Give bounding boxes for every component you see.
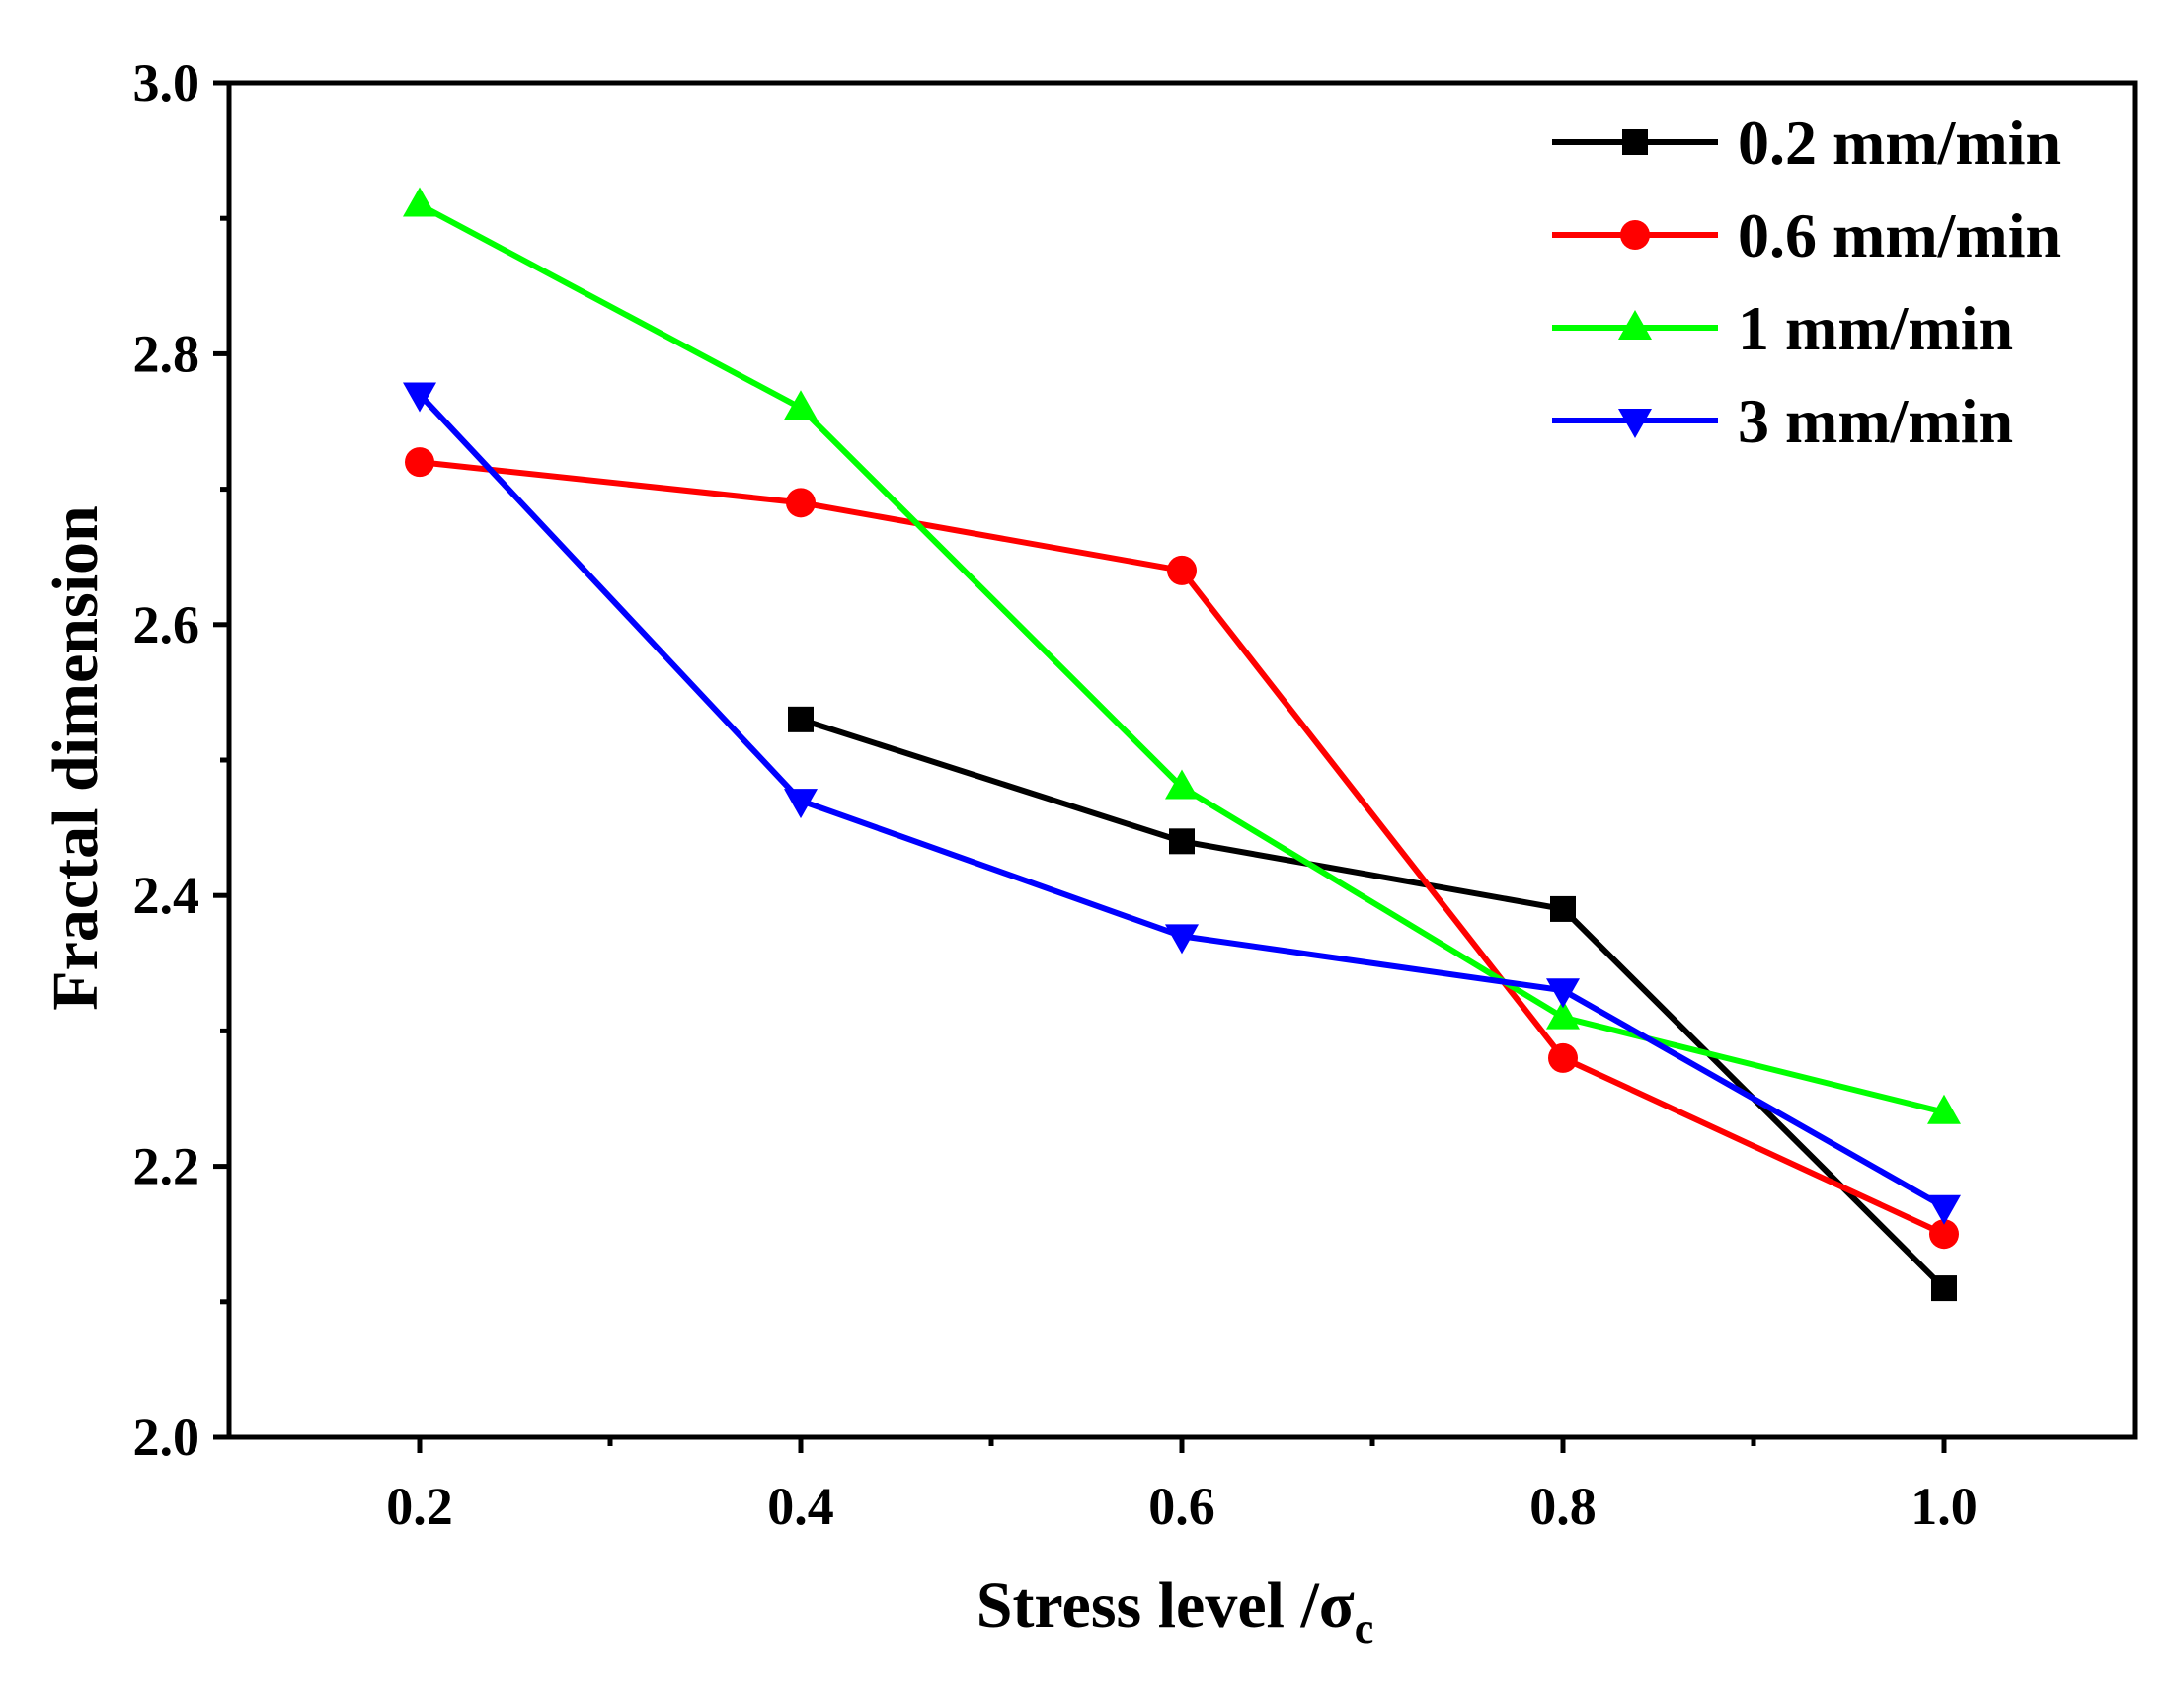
legend: 0.2 mm/min 0.6 mm/min 1 mm/min 3 mm/min [1552, 108, 2061, 456]
data-point-1-mm-min [1165, 769, 1199, 800]
x-tick-label: 1.0 [1911, 1477, 1978, 1536]
x-tick-label: 0.2 [386, 1477, 453, 1536]
series-line-3-mm-min [417, 392, 1946, 1210]
x-axis-title: Stress level /σc [976, 1569, 1373, 1652]
data-point-0-2-mm-min [1169, 828, 1195, 855]
y-tick-label: 3.0 [133, 53, 200, 113]
x-axis-title-subscript: c [1355, 1604, 1374, 1652]
data-point-0-2-mm-min [1931, 1275, 1957, 1302]
x-axis-title-main: Stress level /σ [976, 1569, 1355, 1642]
y-axis-title: Fractal dimension [39, 505, 112, 1010]
data-point-0-6-mm-min [1548, 1042, 1578, 1073]
data-point-0-6-mm-min [1167, 555, 1197, 585]
legend-label: 0.6 mm/min [1738, 200, 2061, 270]
plot-layer: 0.2 0.4 0.6 0.8 1.0 2.0 2.2 2.4 2.6 2.8 3.0 [133, 53, 2138, 1536]
legend-item-3-mm-min: 3 mm/min [1552, 386, 2013, 456]
legend-marker [1622, 129, 1648, 155]
data-point-1-mm-min [1927, 1094, 1961, 1124]
legend-label: 1 mm/min [1738, 293, 2013, 363]
data-point-1-mm-min [784, 390, 818, 420]
data-point-3-mm-min [784, 789, 818, 819]
legend-label: 0.2 mm/min [1738, 108, 2061, 178]
data-point-3-mm-min [403, 382, 436, 413]
data-point-1-mm-min [1546, 999, 1580, 1030]
y-tick-label: 2.2 [133, 1137, 200, 1196]
data-point-3-mm-min [1165, 924, 1199, 955]
legend-item-0-2-mm-min: 0.2 mm/min [1552, 108, 2061, 178]
data-point-0-6-mm-min [786, 488, 816, 518]
data-point-3-mm-min [1927, 1194, 1961, 1225]
data-point-0-6-mm-min [1929, 1219, 1959, 1250]
legend-label: 3 mm/min [1738, 386, 2013, 456]
x-tick-label: 0.4 [767, 1477, 834, 1536]
data-point-0-2-mm-min [788, 706, 814, 732]
legend-marker [1618, 409, 1652, 438]
series-line-0-2-mm-min [800, 716, 1947, 1291]
legend-item-1-mm-min: 1 mm/min [1552, 293, 2013, 363]
y-tick-label: 2.4 [133, 866, 200, 925]
x-tick-label: 0.8 [1529, 1477, 1597, 1536]
legend-item-0-6-mm-min: 0.6 mm/min [1552, 200, 2061, 270]
y-tick-label: 2.0 [133, 1408, 200, 1467]
data-point-1-mm-min [403, 187, 436, 217]
data-point-3-mm-min [1546, 978, 1580, 1009]
data-point-0-2-mm-min [1550, 895, 1576, 922]
series-line-1-mm-min [418, 201, 1945, 1115]
plot-frame [226, 80, 2138, 1440]
legend-marker [1618, 310, 1652, 340]
data-point-0-6-mm-min [405, 447, 434, 478]
y-tick-label: 2.8 [133, 324, 200, 383]
y-tick-label: 2.6 [133, 595, 200, 654]
x-tick-label: 0.6 [1148, 1477, 1215, 1536]
legend-marker [1620, 220, 1650, 250]
